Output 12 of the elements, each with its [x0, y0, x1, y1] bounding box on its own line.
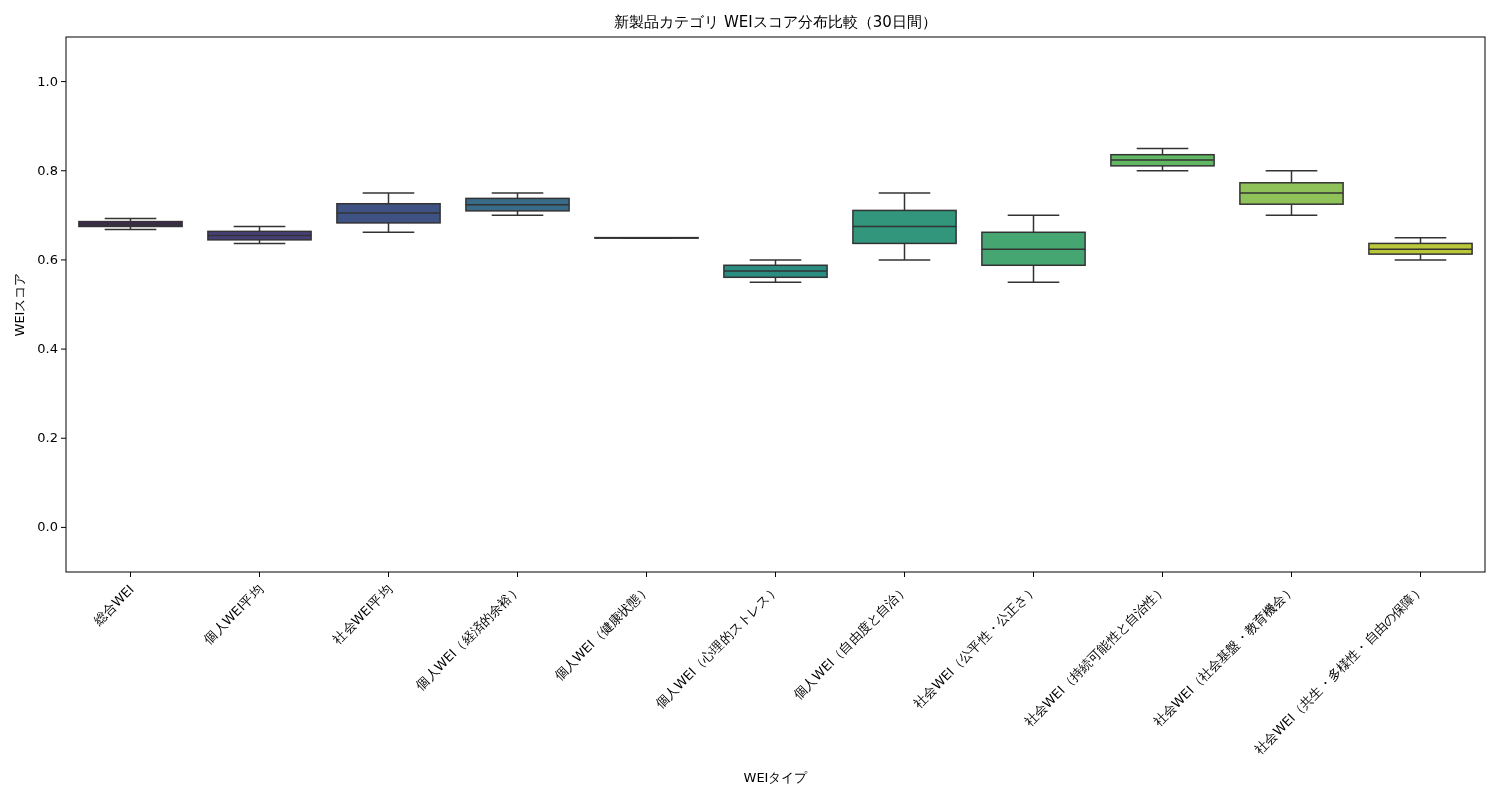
y-tick-label: 1.0: [37, 73, 58, 89]
x-tick-label: 個人WEI（自由度と自治）: [790, 581, 911, 702]
y-tick-label: 0.8: [37, 162, 58, 178]
y-tick-label: 0.0: [37, 519, 58, 535]
x-tick-label: 総合WEI: [89, 581, 137, 630]
y-tick-label: 0.6: [37, 251, 58, 267]
y-tick-label: 0.2: [37, 430, 58, 446]
chart-title: 新製品カテゴリ WEIスコア分布比較（30日間）: [614, 13, 937, 31]
y-tick-label: 0.4: [37, 341, 58, 357]
y-axis-title: WEIスコア: [12, 272, 27, 337]
x-tick-label: 個人WEI（心理的ストレス）: [652, 581, 782, 712]
x-axis-title: WEIタイプ: [743, 770, 809, 785]
